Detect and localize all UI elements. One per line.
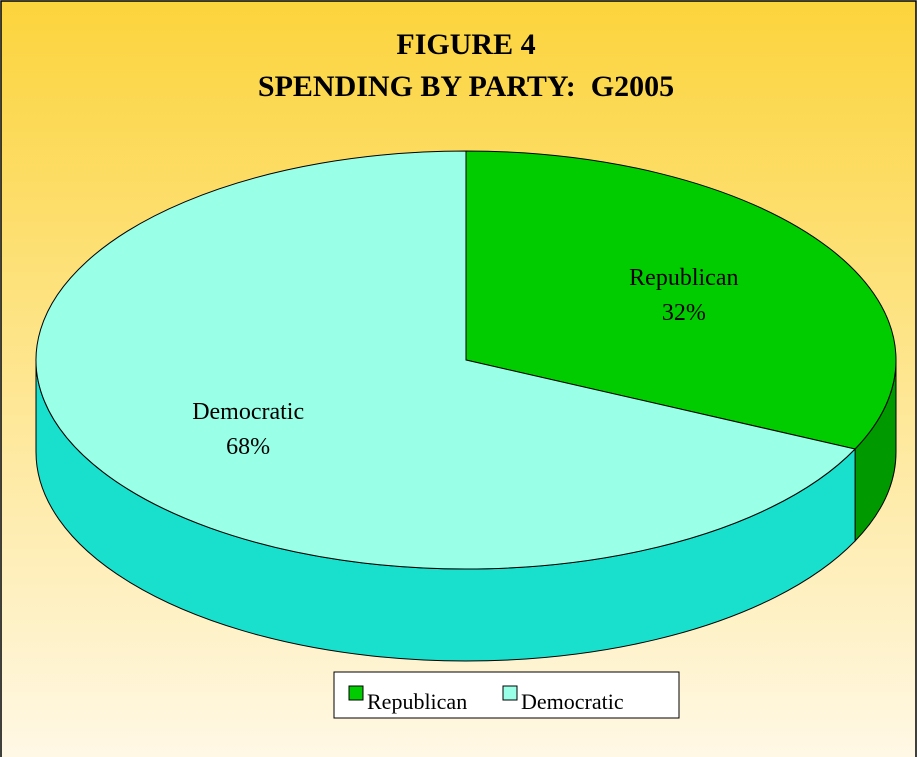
data-label-category: Democratic — [192, 399, 304, 425]
pie-slice — [35, 150, 857, 570]
legend-swatch — [502, 685, 518, 701]
data-label-value: 32% — [662, 300, 706, 326]
chart-title: FIGURE 4 — [396, 28, 535, 61]
chart-subtitle: SPENDING BY PARTY: G2005 — [258, 70, 674, 103]
pie-slice — [465, 150, 897, 450]
legend-label: Democratic — [521, 689, 624, 714]
legend: Republican Democratic — [333, 671, 680, 719]
data-label-category: Republican — [629, 265, 738, 291]
legend-swatch — [348, 685, 364, 701]
data-labels: Republican 32% Democratic 68% — [192, 265, 738, 460]
pie — [35, 150, 897, 662]
legend-label: Republican — [367, 689, 467, 714]
data-label-value: 68% — [226, 434, 270, 460]
